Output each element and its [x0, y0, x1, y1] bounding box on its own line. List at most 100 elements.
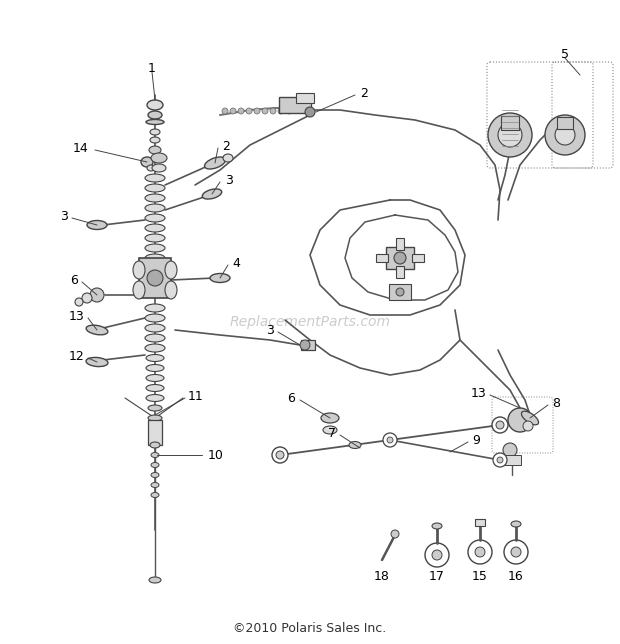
Ellipse shape — [511, 521, 521, 527]
Circle shape — [492, 417, 508, 433]
Ellipse shape — [205, 157, 226, 169]
Ellipse shape — [150, 442, 160, 448]
Ellipse shape — [145, 224, 165, 232]
Text: 6: 6 — [287, 392, 295, 404]
Circle shape — [493, 453, 507, 467]
Text: 14: 14 — [73, 142, 88, 155]
Circle shape — [246, 108, 252, 114]
Ellipse shape — [87, 220, 107, 229]
Ellipse shape — [150, 137, 160, 143]
Ellipse shape — [432, 523, 442, 529]
Ellipse shape — [202, 189, 222, 199]
Ellipse shape — [133, 281, 145, 299]
Bar — [148, 419, 162, 444]
Circle shape — [147, 270, 163, 286]
Bar — [139, 258, 171, 298]
Ellipse shape — [210, 274, 230, 283]
Ellipse shape — [323, 426, 337, 434]
Ellipse shape — [521, 411, 539, 425]
Ellipse shape — [145, 334, 165, 342]
Ellipse shape — [145, 214, 165, 222]
Bar — [376, 254, 388, 262]
Circle shape — [497, 457, 503, 463]
Ellipse shape — [146, 365, 164, 372]
Ellipse shape — [86, 325, 108, 335]
Circle shape — [276, 451, 284, 459]
Ellipse shape — [146, 375, 164, 381]
Circle shape — [278, 108, 284, 114]
Text: 7: 7 — [328, 426, 336, 439]
Ellipse shape — [146, 395, 164, 401]
Text: 12: 12 — [68, 350, 84, 363]
Ellipse shape — [151, 482, 159, 488]
Circle shape — [425, 543, 449, 567]
Circle shape — [503, 443, 517, 457]
Ellipse shape — [150, 129, 160, 135]
Circle shape — [383, 433, 397, 447]
Circle shape — [254, 108, 260, 114]
Text: ©2010 Polaris Sales Inc.: ©2010 Polaris Sales Inc. — [233, 621, 387, 634]
Circle shape — [230, 108, 236, 114]
Circle shape — [396, 288, 404, 296]
Text: 4: 4 — [232, 256, 240, 269]
Ellipse shape — [151, 153, 167, 163]
Circle shape — [432, 550, 442, 560]
Circle shape — [523, 421, 533, 431]
Bar — [412, 254, 424, 262]
Text: 5: 5 — [561, 48, 569, 61]
Circle shape — [262, 108, 268, 114]
Ellipse shape — [145, 304, 165, 312]
Ellipse shape — [145, 184, 165, 192]
Circle shape — [82, 293, 92, 303]
Ellipse shape — [165, 281, 177, 299]
Bar — [475, 518, 485, 526]
Bar — [396, 266, 404, 278]
Text: 11: 11 — [188, 390, 204, 402]
Bar — [301, 340, 315, 350]
Ellipse shape — [147, 100, 163, 110]
Ellipse shape — [149, 577, 161, 583]
Circle shape — [90, 288, 104, 302]
Ellipse shape — [145, 324, 165, 332]
Ellipse shape — [145, 234, 165, 242]
Circle shape — [300, 340, 310, 350]
Circle shape — [270, 108, 276, 114]
Ellipse shape — [145, 174, 165, 182]
Bar — [396, 238, 404, 250]
Text: 9: 9 — [472, 433, 480, 446]
Circle shape — [488, 113, 532, 157]
Ellipse shape — [133, 261, 145, 279]
Circle shape — [222, 108, 228, 114]
Text: 15: 15 — [472, 571, 488, 583]
Bar — [557, 117, 573, 129]
Ellipse shape — [145, 204, 165, 212]
Ellipse shape — [146, 354, 164, 361]
Ellipse shape — [151, 462, 159, 468]
Ellipse shape — [151, 493, 159, 498]
Bar — [386, 247, 414, 269]
Ellipse shape — [165, 261, 177, 279]
Circle shape — [387, 437, 393, 443]
Text: 2: 2 — [360, 86, 368, 100]
Text: 18: 18 — [374, 571, 390, 583]
Text: 8: 8 — [552, 397, 560, 410]
Text: 17: 17 — [429, 571, 445, 583]
Ellipse shape — [145, 194, 165, 202]
Ellipse shape — [149, 146, 161, 154]
Text: 10: 10 — [208, 448, 224, 462]
Circle shape — [468, 540, 492, 564]
Circle shape — [511, 547, 521, 557]
Ellipse shape — [145, 344, 165, 352]
Text: 6: 6 — [70, 274, 78, 287]
Circle shape — [475, 547, 485, 557]
Ellipse shape — [147, 165, 155, 171]
Circle shape — [504, 540, 528, 564]
Ellipse shape — [223, 154, 233, 162]
Text: 1: 1 — [148, 61, 156, 75]
Ellipse shape — [151, 473, 159, 477]
Ellipse shape — [151, 453, 159, 457]
Bar — [279, 97, 311, 113]
Ellipse shape — [146, 384, 164, 392]
Circle shape — [75, 298, 83, 306]
Circle shape — [394, 252, 406, 264]
